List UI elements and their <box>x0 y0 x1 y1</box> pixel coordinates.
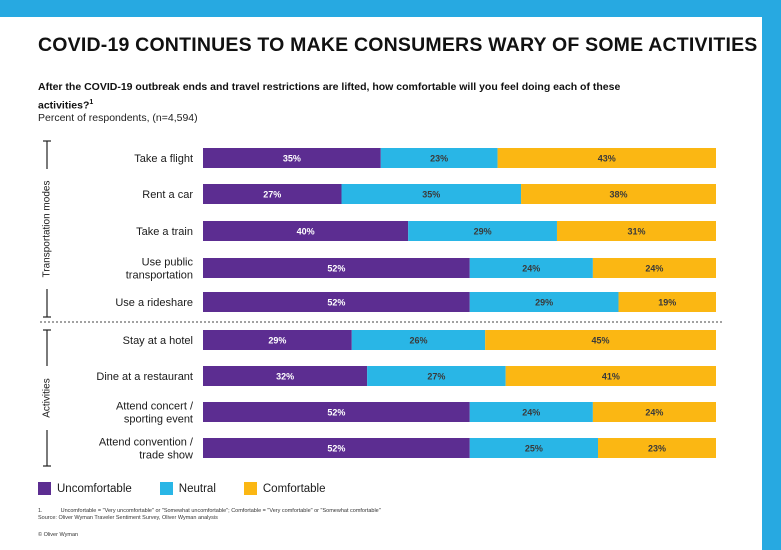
legend-item-uncomfortable: Uncomfortable <box>38 482 132 495</box>
data-label-neutral: 35% <box>422 190 440 200</box>
data-label-uncomfortable: 27% <box>263 190 281 200</box>
category-label: Stay at a hotel <box>123 335 193 347</box>
legend-item-neutral: Neutral <box>160 482 216 495</box>
category-label: Attend concert / <box>116 401 194 413</box>
data-label-uncomfortable: 40% <box>297 227 315 237</box>
category-label: Take a flight <box>134 153 193 165</box>
data-label-uncomfortable: 52% <box>327 444 345 454</box>
data-label-neutral: 26% <box>409 336 427 346</box>
data-label-comfortable: 19% <box>658 298 676 308</box>
category-label: Use a rideshare <box>115 297 193 309</box>
data-label-neutral: 25% <box>525 444 543 454</box>
legend-item-comfortable: Comfortable <box>244 482 326 495</box>
group-label-transportation-modes: Transportation modes <box>42 181 53 278</box>
data-label-neutral: 29% <box>474 227 492 237</box>
data-label-uncomfortable: 52% <box>327 264 345 274</box>
data-label-comfortable: 24% <box>645 264 663 274</box>
data-label-comfortable: 23% <box>648 444 666 454</box>
legend-label-neutral: Neutral <box>179 483 216 495</box>
category-label: trade show <box>139 450 193 462</box>
data-label-comfortable: 24% <box>645 408 663 418</box>
stacked-bar-chart: 35% 23% 43% Take a flight 27% 35% 38% Rent a ca… <box>0 0 781 480</box>
legend: Uncomfortable Neutral Comfortable <box>38 482 354 495</box>
legend-label-comfortable: Comfortable <box>263 483 326 495</box>
data-label-uncomfortable: 29% <box>268 336 286 346</box>
category-label: Dine at a restaurant <box>96 371 193 383</box>
legend-label-uncomfortable: Uncomfortable <box>57 483 132 495</box>
footnote-definitions: 1. Uncomfortable = "Very uncomfortable" o… <box>38 508 638 515</box>
footnote: 1. Uncomfortable = "Very uncomfortable" o… <box>38 508 638 522</box>
legend-swatch-comfortable <box>244 482 257 495</box>
data-label-neutral: 24% <box>522 408 540 418</box>
data-label-comfortable: 31% <box>627 227 645 237</box>
footnote-text: Uncomfortable = "Very uncomfortable" or … <box>61 508 381 514</box>
category-label: Take a train <box>136 226 193 238</box>
data-label-uncomfortable: 32% <box>276 372 294 382</box>
category-label: Attend convention / <box>99 437 194 449</box>
copyright: © Oliver Wyman <box>38 532 78 538</box>
data-label-comfortable: 38% <box>610 190 628 200</box>
category-label: transportation <box>126 270 193 282</box>
category-label: sporting event <box>124 414 193 426</box>
data-label-neutral: 27% <box>427 372 445 382</box>
category-label: Rent a car <box>142 189 193 201</box>
data-label-comfortable: 41% <box>602 372 620 382</box>
data-label-neutral: 23% <box>430 154 448 164</box>
data-label-neutral: 24% <box>522 264 540 274</box>
source-line: Source: Oliver Wyman Traveler Sentiment … <box>38 515 638 522</box>
data-label-comfortable: 43% <box>598 154 616 164</box>
data-label-uncomfortable: 52% <box>327 298 345 308</box>
data-label-neutral: 29% <box>535 298 553 308</box>
data-label-uncomfortable: 52% <box>327 408 345 418</box>
group-label-activities: Activities <box>42 378 53 417</box>
data-label-comfortable: 45% <box>592 336 610 346</box>
legend-swatch-uncomfortable <box>38 482 51 495</box>
category-label: Use public <box>142 257 194 269</box>
footnote-number: 1. <box>38 508 43 514</box>
legend-swatch-neutral <box>160 482 173 495</box>
data-label-uncomfortable: 35% <box>283 154 301 164</box>
